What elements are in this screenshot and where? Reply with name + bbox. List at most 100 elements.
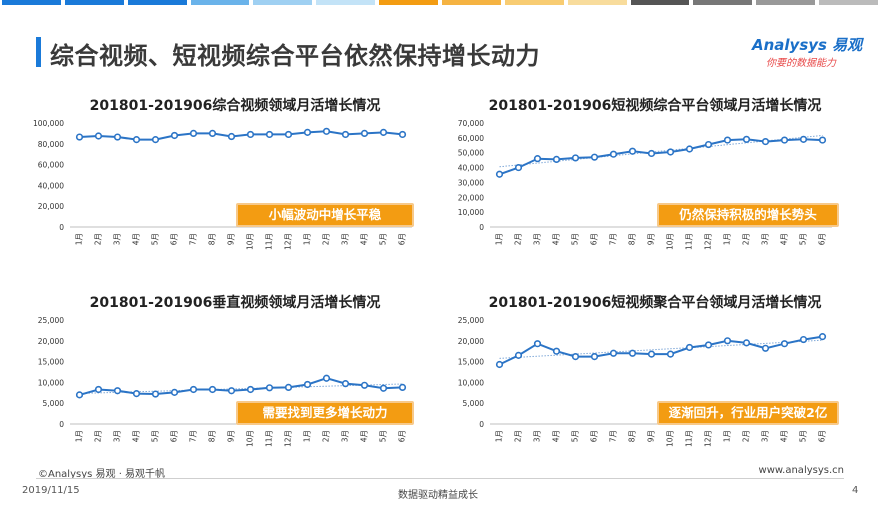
data-point [514, 351, 523, 359]
footer-divider [36, 478, 844, 479]
x-tick-label: 6月 [170, 233, 179, 245]
x-tick-label: 10月 [246, 430, 255, 447]
top-bar-segment [630, 0, 690, 5]
x-tick-label: 5月 [379, 233, 388, 245]
x-tick-label: 3月 [533, 430, 542, 442]
y-tick-label: 40,000 [458, 164, 484, 173]
y-tick-label: 10,000 [38, 378, 64, 387]
data-point [227, 387, 236, 395]
x-tick-label: 5月 [799, 233, 808, 245]
data-point [666, 148, 675, 156]
data-point [94, 132, 103, 140]
x-tick-label: 8月 [208, 430, 217, 442]
data-point [75, 133, 84, 141]
data-point [780, 340, 789, 348]
chart-title: 201801-201906短视频综合平台领域月活增长情况 [488, 98, 822, 114]
data-point [227, 132, 236, 141]
y-tick-label: 60,000 [458, 134, 484, 143]
x-tick-label: 10月 [666, 430, 675, 447]
data-point [818, 136, 827, 144]
data-point [208, 385, 217, 394]
title-accent-bar [36, 37, 41, 67]
top-bar-segment [504, 0, 564, 5]
data-point [533, 340, 542, 348]
data-point [609, 150, 618, 158]
footer-date: 2019/11/15 [22, 485, 80, 496]
data-point [761, 137, 770, 146]
data-point [341, 380, 350, 388]
footer-website[interactable]: www.analysys.cn [758, 465, 844, 476]
series-line [79, 377, 403, 396]
x-tick-label: 5月 [379, 430, 388, 442]
data-point [398, 130, 407, 139]
chart-title: 201801-201906垂直视频领域月活增长情况 [89, 295, 381, 311]
top-bar-segment [127, 0, 187, 5]
series-line [499, 138, 823, 176]
y-tick-label: 80,000 [38, 140, 64, 149]
x-tick-label: 5月 [571, 233, 580, 245]
top-bar-segment [2, 0, 61, 5]
x-tick-label: 2月 [514, 430, 523, 442]
chart-svg: 0 10,000 20,000 30,000 40,000 50,000 60,000 70,… [458, 119, 832, 250]
x-tick-label: 4月 [552, 233, 561, 245]
x-tick-label: 9月 [227, 430, 236, 442]
x-tick-label: 3月 [113, 430, 122, 442]
x-tick-label: 8月 [208, 233, 217, 245]
x-tick-label: 1月 [303, 430, 312, 442]
footer-source: ©Analysys 易观 · 易观千帆 [38, 469, 166, 480]
y-tick-label: 50,000 [458, 149, 484, 158]
y-tick-label: 15,000 [38, 358, 64, 367]
data-point [379, 128, 388, 136]
series-line [79, 130, 403, 141]
top-bar-segment [693, 0, 753, 5]
data-point [151, 136, 160, 144]
x-tick-label: 5月 [571, 430, 580, 442]
data-point [360, 381, 369, 389]
data-point [170, 131, 179, 140]
x-tick-label: 2月 [322, 430, 331, 442]
x-tick-label: 4月 [360, 233, 369, 245]
data-point [132, 390, 141, 398]
x-tick-label: 4月 [780, 430, 789, 442]
y-tick-label: 20,000 [458, 337, 484, 346]
y-tick-label: 0 [479, 223, 484, 232]
y-tick-label: 15,000 [458, 358, 484, 367]
chart-svg: 0 20,000 40,000 60,000 80,000 100,000 1月 2月 3月 4月… [33, 119, 412, 250]
logo-main-text: Analysys 易观 [752, 36, 863, 54]
x-tick-label: 8月 [628, 430, 637, 442]
data-point [75, 391, 84, 399]
data-point [132, 136, 141, 144]
data-point [303, 128, 312, 136]
data-point [780, 136, 789, 144]
x-tick-label: 4月 [780, 233, 789, 245]
data-point [284, 130, 293, 139]
y-tick-label: 10,000 [458, 208, 484, 217]
x-tick-label: 2月 [514, 233, 523, 245]
top-color-bar [0, 0, 880, 6]
data-point [398, 383, 407, 391]
data-point [284, 383, 293, 391]
data-point [552, 155, 561, 164]
x-tick-label: 3月 [341, 430, 350, 442]
chart-short-video-comprehensive: 201801-201906短视频综合平台领域月活增长情况 0 10,000 20,0… [458, 95, 850, 265]
note-short-video-aggregation: 逐渐回升，行业用户突破2亿 [657, 401, 839, 425]
data-point [685, 343, 694, 352]
data-point [609, 349, 618, 357]
x-tick-label: 4月 [132, 233, 141, 245]
data-point [514, 163, 523, 172]
data-point [742, 135, 751, 143]
data-point [151, 390, 160, 398]
x-tick-label: 6月 [170, 430, 179, 442]
data-point [94, 385, 103, 394]
y-tick-label: 0 [59, 420, 64, 429]
data-point [208, 129, 217, 137]
data-point [113, 133, 122, 141]
x-tick-label: 4月 [132, 430, 141, 442]
x-tick-label: 9月 [647, 430, 656, 442]
data-point [495, 360, 504, 369]
data-point [379, 384, 388, 392]
top-bar-segment [756, 0, 816, 5]
data-point [246, 385, 255, 394]
chart-svg: 0 5,000 10,000 15,000 20,000 25,000 1月 2月 3月 4月 5月… [38, 316, 412, 447]
chart-title: 201801-201906短视频聚合平台领域月活增长情况 [488, 295, 822, 311]
